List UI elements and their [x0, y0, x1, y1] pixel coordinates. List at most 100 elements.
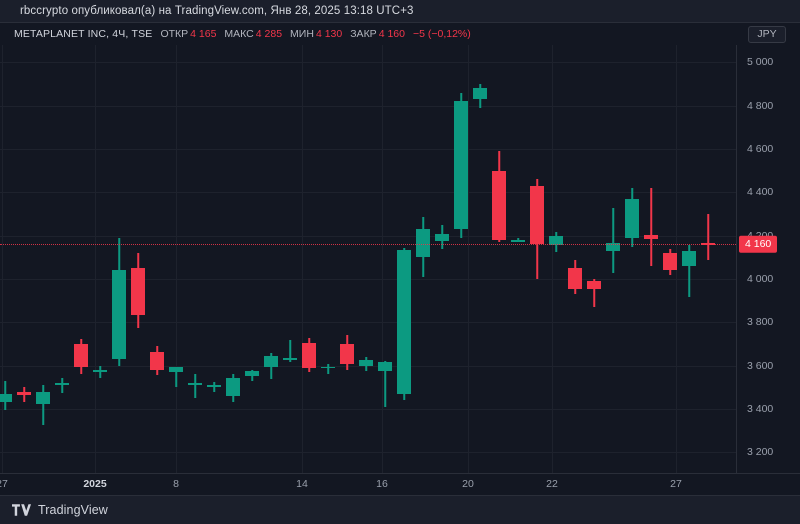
candlestick[interactable] — [245, 45, 259, 474]
candlestick[interactable] — [321, 45, 335, 474]
candlestick[interactable] — [340, 45, 354, 474]
close-value: 4 160 — [378, 28, 405, 40]
candle-body — [55, 383, 69, 386]
candle-body — [682, 250, 696, 266]
candle-body — [150, 351, 164, 370]
candlestick[interactable] — [0, 45, 12, 474]
candlestick[interactable] — [492, 45, 506, 474]
candlestick[interactable] — [568, 45, 582, 474]
candle-body — [568, 268, 582, 289]
chart-plot-area[interactable] — [0, 45, 736, 474]
candlestick[interactable] — [682, 45, 696, 474]
tradingview-brand-label: TradingView — [38, 503, 108, 517]
candlestick[interactable] — [644, 45, 658, 474]
time-scale[interactable]: 27 2025 8 14 16 20 22 27 — [0, 473, 800, 495]
candlestick[interactable] — [549, 45, 563, 474]
candlestick[interactable] — [283, 45, 297, 474]
candle-wick — [175, 367, 177, 388]
open-value: 4 165 — [190, 28, 217, 40]
low-label: МИН — [290, 28, 314, 40]
candle-body — [701, 243, 715, 245]
candle-wick — [688, 245, 690, 298]
tradingview-logo-icon — [12, 504, 31, 516]
candle-body — [207, 385, 221, 388]
candlestick[interactable] — [74, 45, 88, 474]
candlestick[interactable] — [55, 45, 69, 474]
candlestick[interactable] — [416, 45, 430, 474]
candle-body — [131, 268, 145, 315]
gridline-horizontal — [0, 409, 736, 410]
candle-body — [283, 358, 297, 360]
candlestick[interactable] — [36, 45, 50, 474]
candlestick[interactable] — [606, 45, 620, 474]
candlestick[interactable] — [530, 45, 544, 474]
price-tick-label: 3 400 — [747, 403, 774, 415]
candlestick[interactable] — [454, 45, 468, 474]
gridline-horizontal — [0, 452, 736, 454]
candlestick[interactable] — [17, 45, 31, 474]
candlestick[interactable] — [264, 45, 278, 474]
price-tick-label: 4 600 — [747, 143, 774, 155]
gridline-vertical — [95, 45, 96, 474]
candle-body — [226, 377, 240, 396]
gridline-vertical — [552, 45, 553, 474]
candle-body — [378, 362, 392, 372]
gridline-horizontal — [0, 192, 736, 194]
candle-wick — [194, 374, 196, 399]
candlestick[interactable] — [112, 45, 126, 474]
candle-body — [416, 229, 430, 258]
gridline-horizontal — [0, 279, 736, 280]
chart-legend: METAPLANET INC, 4Ч, TSE ОТКР 4 165 МАКС … — [0, 23, 800, 45]
price-tick-label: 3 200 — [747, 446, 774, 459]
candlestick[interactable] — [93, 45, 107, 474]
candlestick[interactable] — [207, 45, 221, 474]
candlestick[interactable] — [587, 45, 601, 474]
current-price-badge[interactable]: 4 160 — [739, 236, 778, 253]
open-label: ОТКР — [160, 28, 189, 40]
candlestick[interactable] — [150, 45, 164, 474]
candle-body — [264, 355, 278, 367]
candle-wick — [612, 207, 614, 273]
candlestick[interactable] — [131, 45, 145, 474]
candlestick[interactable] — [226, 45, 240, 474]
price-tick-label: 3 600 — [747, 359, 774, 372]
gridline-horizontal — [0, 365, 736, 367]
ohlc-high: МАКС 4 285 — [224, 28, 282, 40]
time-tick-label: 16 — [376, 478, 388, 490]
candle-body — [530, 185, 544, 245]
candlestick[interactable] — [359, 45, 373, 474]
low-value: 4 130 — [315, 28, 343, 40]
gridline-vertical — [302, 45, 303, 474]
price-tick-label: 3 800 — [747, 316, 774, 329]
price-tick-label: 4 400 — [747, 186, 774, 199]
gridline-horizontal — [0, 149, 736, 150]
gridline-vertical — [176, 45, 177, 474]
candlestick[interactable] — [701, 45, 715, 474]
candle-wick — [384, 361, 386, 407]
candlestick[interactable] — [302, 45, 316, 474]
time-tick-label: 22 — [546, 478, 558, 490]
candle-wick — [327, 363, 329, 375]
candlestick[interactable] — [188, 45, 202, 474]
candlestick[interactable] — [378, 45, 392, 474]
candlestick[interactable] — [435, 45, 449, 474]
candle-body — [112, 270, 126, 360]
candlestick[interactable] — [663, 45, 677, 474]
candle-body — [492, 170, 506, 240]
candle-body — [663, 253, 677, 271]
candlestick[interactable] — [169, 45, 183, 474]
time-tick-label: 27 — [0, 478, 8, 490]
candle-body — [435, 233, 449, 242]
candle-body — [549, 235, 563, 246]
footer-bar: TradingView — [0, 495, 800, 524]
price-tick-label: 4 800 — [747, 99, 774, 112]
candle-body — [397, 249, 411, 394]
currency-badge[interactable]: JPY — [748, 26, 786, 43]
candlestick[interactable] — [511, 45, 525, 474]
symbol-label[interactable]: METAPLANET INC, 4Ч, TSE — [14, 28, 153, 40]
candlestick[interactable] — [625, 45, 639, 474]
candlestick[interactable] — [397, 45, 411, 474]
candle-body — [321, 366, 335, 369]
candlestick[interactable] — [473, 45, 487, 474]
